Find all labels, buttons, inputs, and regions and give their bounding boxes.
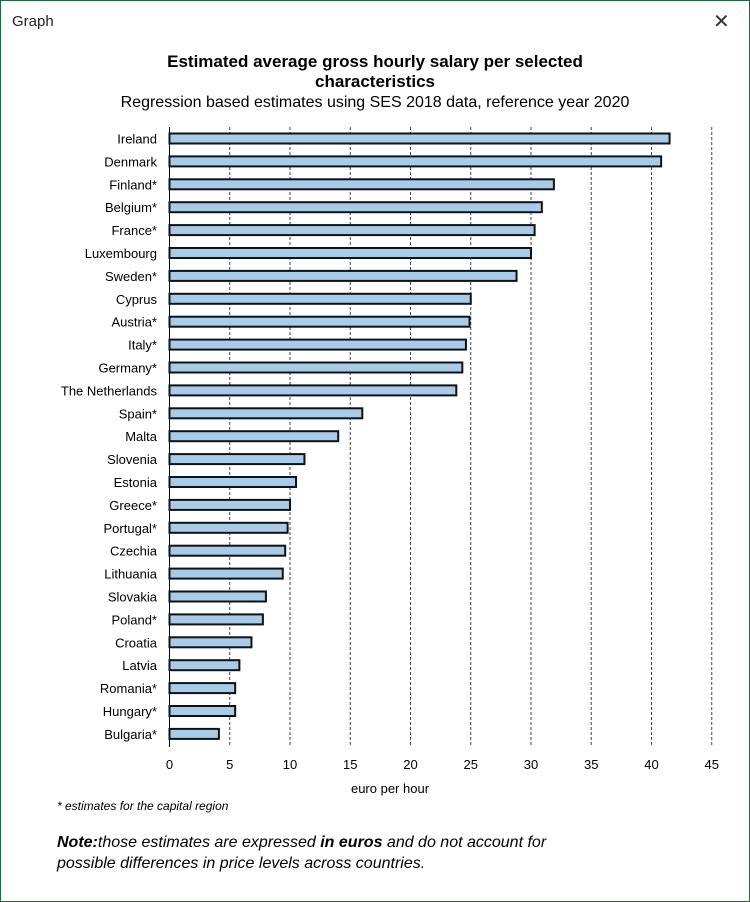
category-label: Germany*	[98, 361, 157, 376]
footnote: * estimates for the capital region	[57, 799, 229, 813]
category-label: Latvia	[122, 658, 157, 673]
category-label: Greece*	[109, 498, 157, 513]
window-title: Graph	[12, 13, 54, 30]
category-label: Lithuania	[104, 567, 158, 582]
x-tick-label: 20	[403, 757, 417, 772]
bar	[168, 407, 364, 420]
bar	[168, 727, 220, 740]
category-label: Czechia	[110, 544, 158, 559]
category-label: Slovakia	[108, 590, 158, 605]
bar	[168, 476, 298, 488]
x-tick-label: 35	[584, 757, 598, 772]
category-label: Austria*	[111, 315, 157, 330]
category-label: Belgium*	[105, 200, 157, 215]
chart-subtitle: Regression based estimates using SES 201…	[120, 94, 630, 111]
close-icon[interactable]: ✕	[713, 11, 730, 33]
bar	[168, 613, 264, 626]
x-tick-label: 30	[524, 757, 538, 772]
category-label: Ireland	[117, 132, 157, 147]
bar	[168, 247, 532, 259]
category-label: Poland*	[111, 612, 157, 627]
bar	[168, 224, 536, 237]
bar	[168, 453, 306, 466]
category-label: Cyprus	[116, 292, 158, 307]
bar	[168, 590, 267, 603]
note-bold: in euros	[320, 834, 383, 851]
bar	[168, 498, 291, 511]
note: Note:those estimates are expressed in eu…	[57, 832, 577, 874]
x-tick-label: 0	[166, 757, 173, 772]
x-tick-label: 10	[283, 757, 297, 772]
bar	[168, 132, 671, 145]
category-label: The Netherlands	[61, 383, 158, 398]
note-text: those estimates are expressed	[97, 834, 321, 851]
bar	[168, 269, 518, 282]
note-text-2: and do not account for possible differen…	[57, 834, 547, 872]
category-label: Romania*	[100, 681, 157, 696]
bar	[168, 682, 237, 695]
category-label: Malta	[125, 429, 158, 444]
bar	[168, 544, 287, 557]
x-tick-label: 45	[705, 757, 719, 772]
bar	[168, 155, 663, 168]
bar	[168, 430, 340, 443]
category-label: Estonia	[114, 475, 158, 490]
category-label: Spain*	[119, 406, 157, 421]
category-label: Finland*	[109, 177, 157, 192]
category-label: Hungary*	[103, 704, 157, 719]
category-label: France*	[111, 223, 157, 238]
category-label: Bulgaria*	[104, 727, 157, 742]
note-label: Note:	[57, 834, 98, 851]
bar	[168, 178, 555, 191]
bar	[168, 659, 241, 672]
bar	[168, 338, 467, 351]
category-label: Italy*	[128, 338, 157, 353]
category-label: Portugal*	[104, 521, 157, 536]
x-tick-label: 5	[226, 757, 233, 772]
bar	[168, 521, 289, 534]
bar	[168, 201, 543, 214]
category-label: Denmark	[104, 154, 157, 169]
title-bar: Graph ✕	[1, 1, 749, 45]
category-label: Slovenia	[107, 452, 158, 467]
bar	[168, 567, 284, 580]
category-label: Croatia	[115, 635, 158, 650]
category-label: Luxembourg	[85, 246, 157, 261]
x-tick-label: 40	[644, 757, 658, 772]
x-axis-label: euro per hour	[351, 781, 430, 796]
bar	[168, 292, 472, 305]
x-tick-label: 25	[464, 757, 478, 772]
bar	[168, 361, 464, 374]
category-label: Sweden*	[105, 269, 157, 284]
bar	[168, 636, 253, 649]
bar	[168, 315, 471, 328]
x-tick-label: 15	[343, 757, 357, 772]
chart-title: Estimated average gross hourly salary pe…	[167, 52, 583, 91]
bar	[168, 384, 458, 397]
bar	[168, 705, 237, 717]
